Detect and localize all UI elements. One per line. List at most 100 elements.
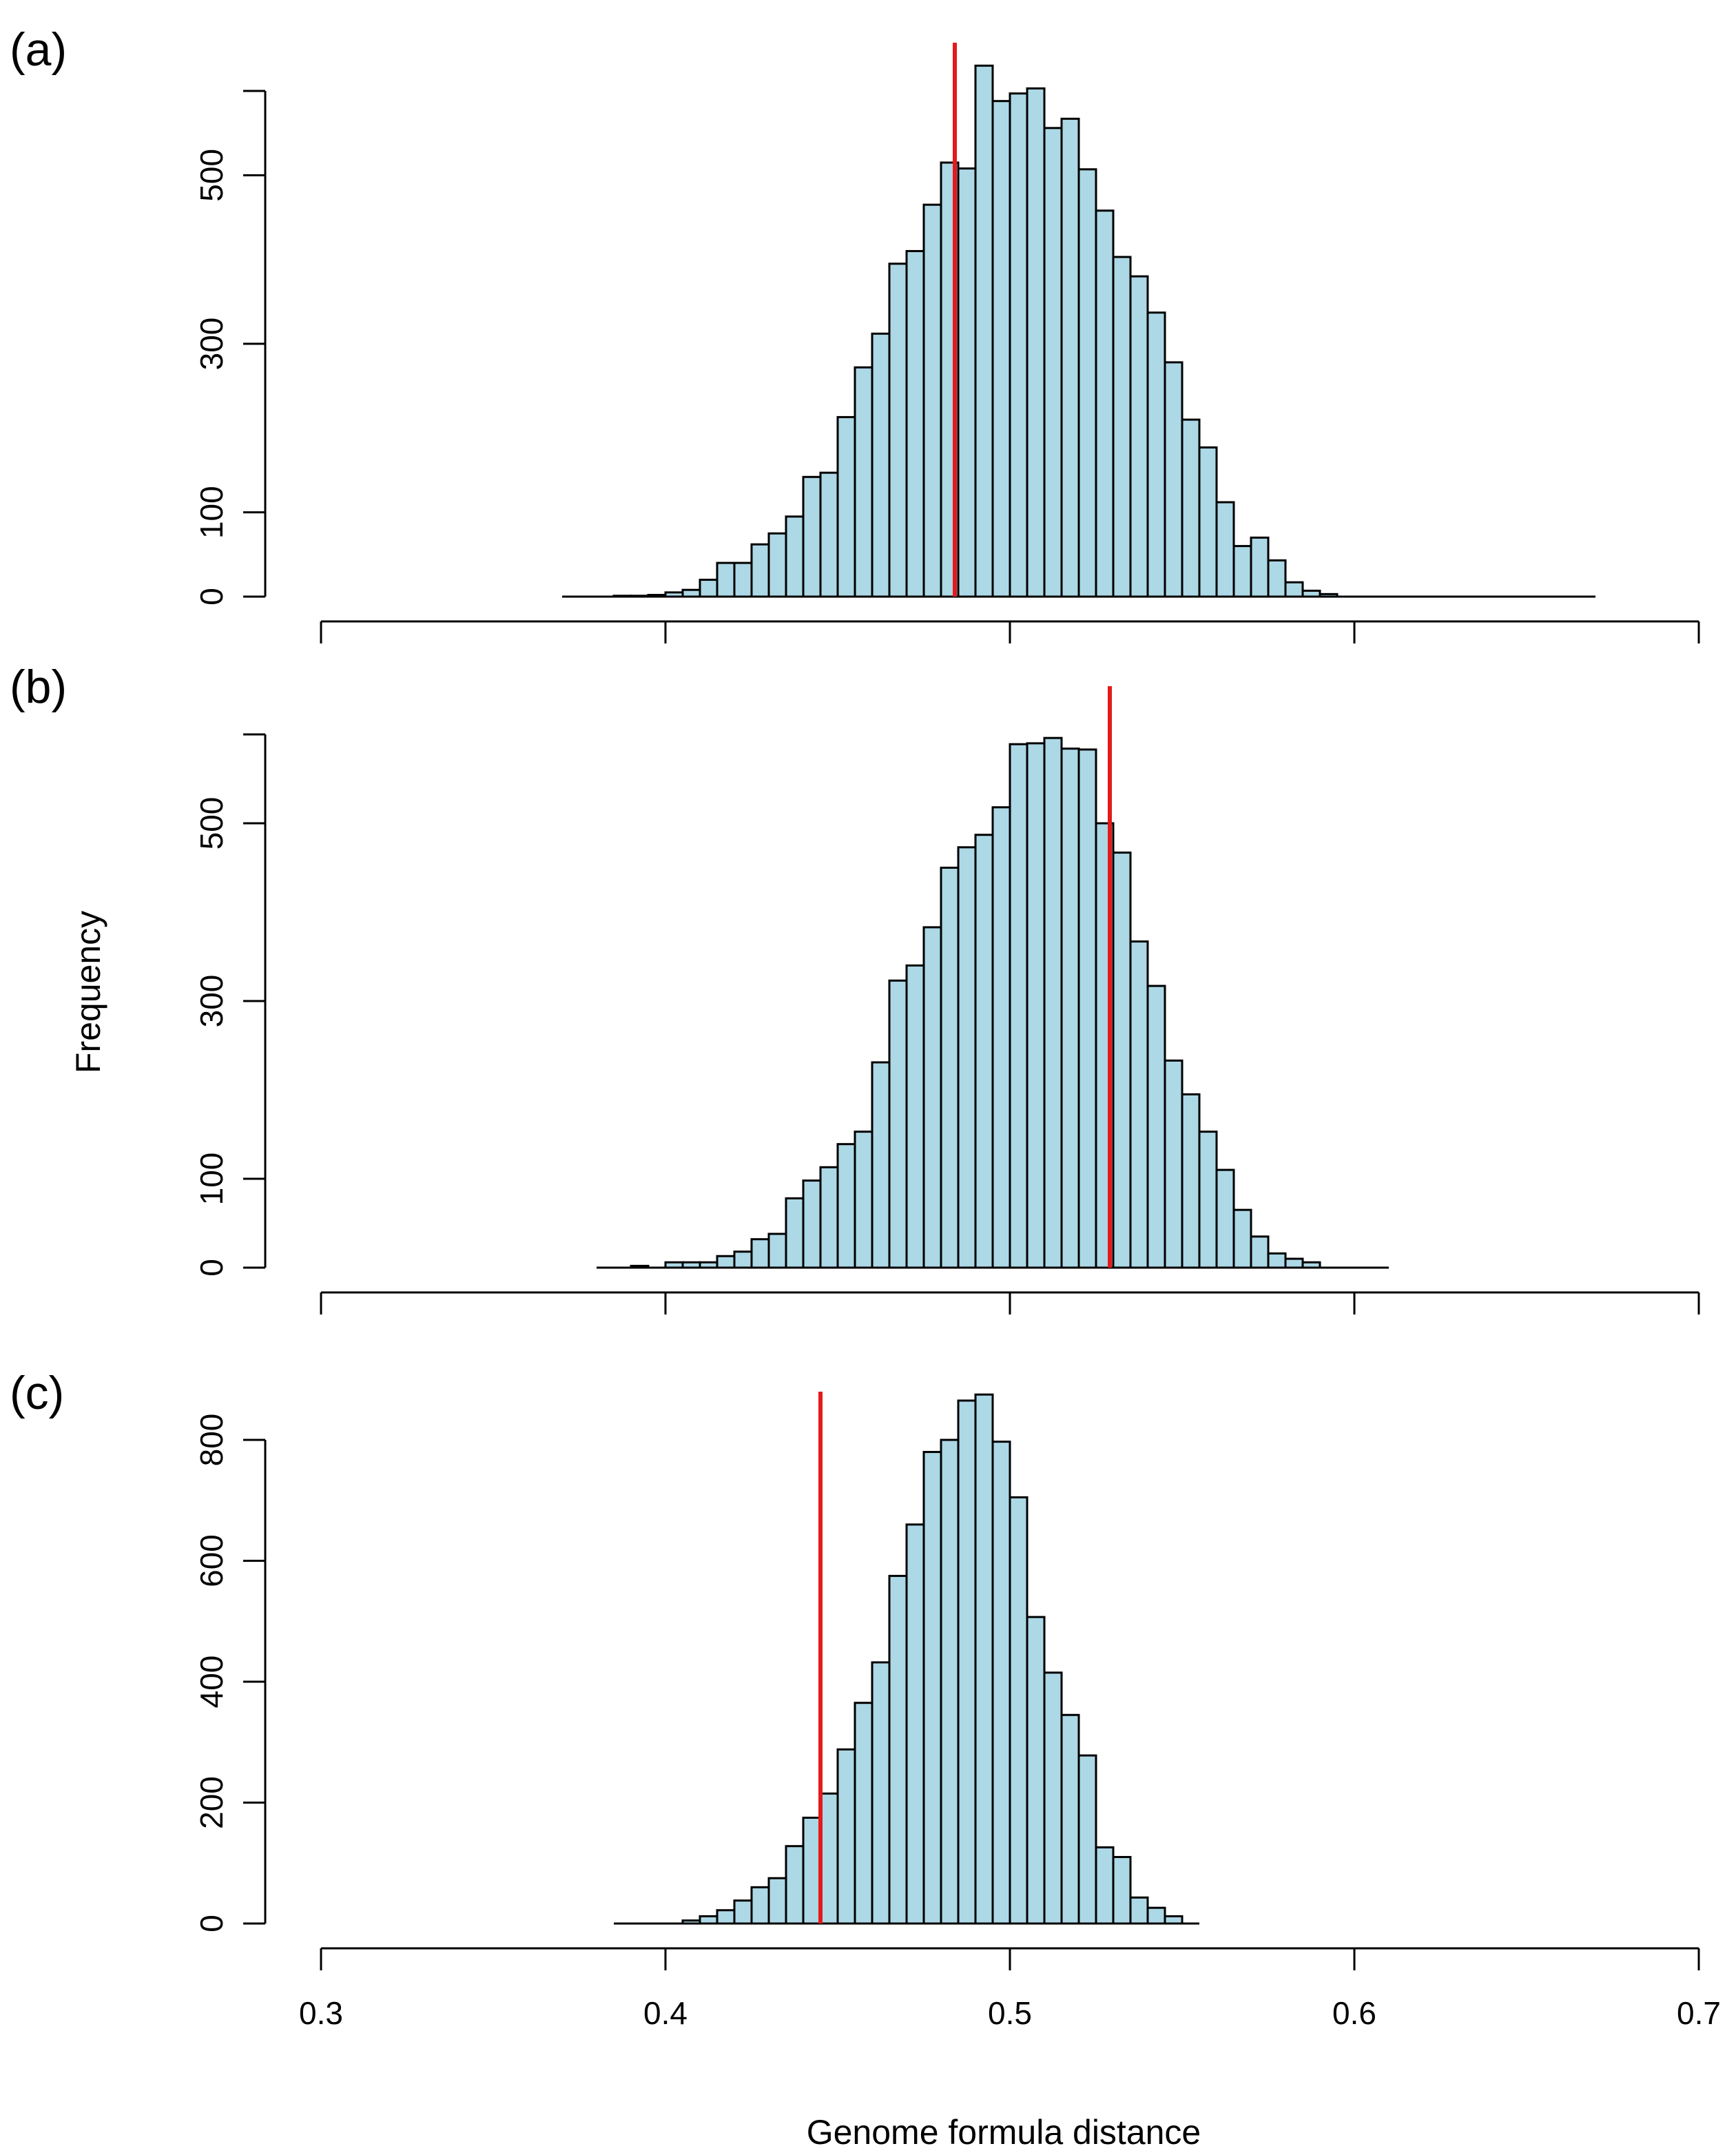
- y-tick-label: 600: [194, 1534, 229, 1587]
- histogram-bar: [922, 926, 942, 1269]
- y-tick-label: 0: [194, 1259, 229, 1277]
- histogram-bar: [888, 262, 908, 598]
- y-tick-label: 100: [194, 1153, 229, 1206]
- histogram-bar: [974, 834, 994, 1269]
- y-tick-label: 100: [194, 486, 229, 539]
- histogram-bar: [1284, 581, 1304, 598]
- histogram-bar: [1267, 559, 1287, 598]
- histogram-panels: (a) 0 100 300 500 (b) 0 100 300 500 (c) 0 200 400 600 8…: [10, 23, 1721, 2031]
- histogram-bar: [905, 964, 925, 1269]
- histogram-bar: [733, 561, 753, 598]
- x-tick-label: 0.3: [299, 1995, 343, 2031]
- histogram-bar: [1077, 1754, 1097, 1925]
- histogram-bar: [664, 1261, 684, 1269]
- y-axis-title: Frequency: [69, 911, 107, 1073]
- histogram-bar: [785, 515, 805, 598]
- histogram-bar: [957, 1399, 977, 1925]
- histogram-bar: [767, 1233, 787, 1269]
- histogram-bar: [1215, 501, 1235, 598]
- histogram-bar: [888, 1574, 908, 1925]
- histogram-bar: [1129, 1896, 1149, 1925]
- histogram-bar: [1164, 361, 1184, 598]
- histogram-bar: [750, 1886, 770, 1925]
- histogram-bar: [922, 1451, 942, 1925]
- histogram-bar: [716, 561, 736, 598]
- histogram-bar: [974, 1393, 994, 1925]
- histogram-bar: [630, 595, 650, 598]
- histogram-bar: [1077, 748, 1097, 1269]
- histogram-bar: [957, 846, 977, 1269]
- histogram-bar: [1146, 1906, 1166, 1925]
- histogram-bar: [974, 64, 994, 598]
- histogram-bar: [802, 475, 822, 598]
- x-tick-label: 0.4: [643, 1995, 688, 2031]
- histogram-bar: [1301, 1261, 1321, 1269]
- histogram-bar: [1009, 92, 1029, 598]
- histogram-bar: [854, 1131, 874, 1269]
- histogram-bar: [681, 1919, 701, 1925]
- histogram-panel: (a) 0 100 300 500: [10, 23, 1700, 643]
- histogram-bar: [802, 1816, 822, 1925]
- histogram-bar: [1198, 446, 1218, 598]
- histogram-bar: [767, 1877, 787, 1925]
- histogram-panel: (c) 0 200 400 600 800 0.3 0.4 0.5 0.6 0.7: [10, 1367, 1721, 2031]
- histogram-bar: [1301, 589, 1321, 598]
- y-tick-label: 300: [194, 975, 229, 1028]
- histogram-bar: [1009, 743, 1029, 1269]
- histogram-bar: [957, 167, 977, 598]
- panel-label: (a): [10, 23, 67, 76]
- histogram-bar: [1026, 742, 1046, 1269]
- histogram-bar: [871, 332, 891, 598]
- histogram-bar: [905, 249, 925, 598]
- histogram-bar: [716, 1909, 736, 1925]
- histogram-bar: [871, 1061, 891, 1269]
- histogram-bar: [1164, 1915, 1184, 1925]
- histogram-bar: [1232, 545, 1252, 598]
- histogram-bar: [1060, 1713, 1080, 1925]
- histogram-bar: [1284, 1257, 1304, 1269]
- histogram-bar: [1129, 940, 1149, 1269]
- x-tick-label: 0.6: [1332, 1995, 1376, 2031]
- histogram-bar: [681, 1261, 701, 1269]
- histogram-bar: [940, 1439, 960, 1925]
- panel-label: (b): [10, 661, 67, 713]
- x-tick-label: 0.7: [1677, 1995, 1721, 2031]
- y-tick-label: 0: [194, 1915, 229, 1932]
- histogram-bar: [1232, 1208, 1252, 1269]
- y-tick-label: 200: [194, 1776, 229, 1829]
- panel-label: (c): [10, 1367, 64, 1419]
- histogram-bar: [1112, 256, 1132, 598]
- histogram-bar: [836, 415, 856, 598]
- histogram-bar: [1026, 87, 1046, 598]
- histogram-bar: [767, 532, 787, 598]
- histogram-bar: [733, 1250, 753, 1269]
- histogram-bar: [1009, 1496, 1029, 1925]
- histogram-bar: [922, 203, 942, 598]
- histogram-bar: [991, 1441, 1011, 1925]
- histogram-bar: [1181, 418, 1201, 598]
- histogram-bar: [699, 579, 719, 598]
- y-tick-label: 300: [194, 318, 229, 371]
- histogram-bar: [1250, 1235, 1270, 1269]
- y-tick-label: 800: [194, 1414, 229, 1467]
- histogram-bar: [716, 1255, 736, 1269]
- histogram-bar: [647, 594, 667, 598]
- histogram-bar: [1026, 1616, 1046, 1925]
- histogram-bar: [1129, 275, 1149, 598]
- histogram-bar: [854, 1702, 874, 1925]
- histogram-bar: [750, 1238, 770, 1269]
- histogram-bar: [871, 1661, 891, 1925]
- histogram-bar: [681, 588, 701, 598]
- histogram-bar: [785, 1845, 805, 1925]
- y-tick-label: 500: [194, 149, 229, 202]
- histogram-bar: [1250, 536, 1270, 598]
- histogram-bar: [664, 591, 684, 598]
- histogram-bar: [991, 806, 1011, 1269]
- histogram-bar: [1267, 1252, 1287, 1269]
- histogram-panel: (b) 0 100 300 500: [10, 661, 1700, 1314]
- histogram-bar: [836, 1143, 856, 1269]
- histogram-bar: [819, 1166, 839, 1269]
- histogram-bar: [854, 366, 874, 598]
- y-tick-label: 500: [194, 797, 229, 850]
- histogram-bar: [1164, 1059, 1184, 1269]
